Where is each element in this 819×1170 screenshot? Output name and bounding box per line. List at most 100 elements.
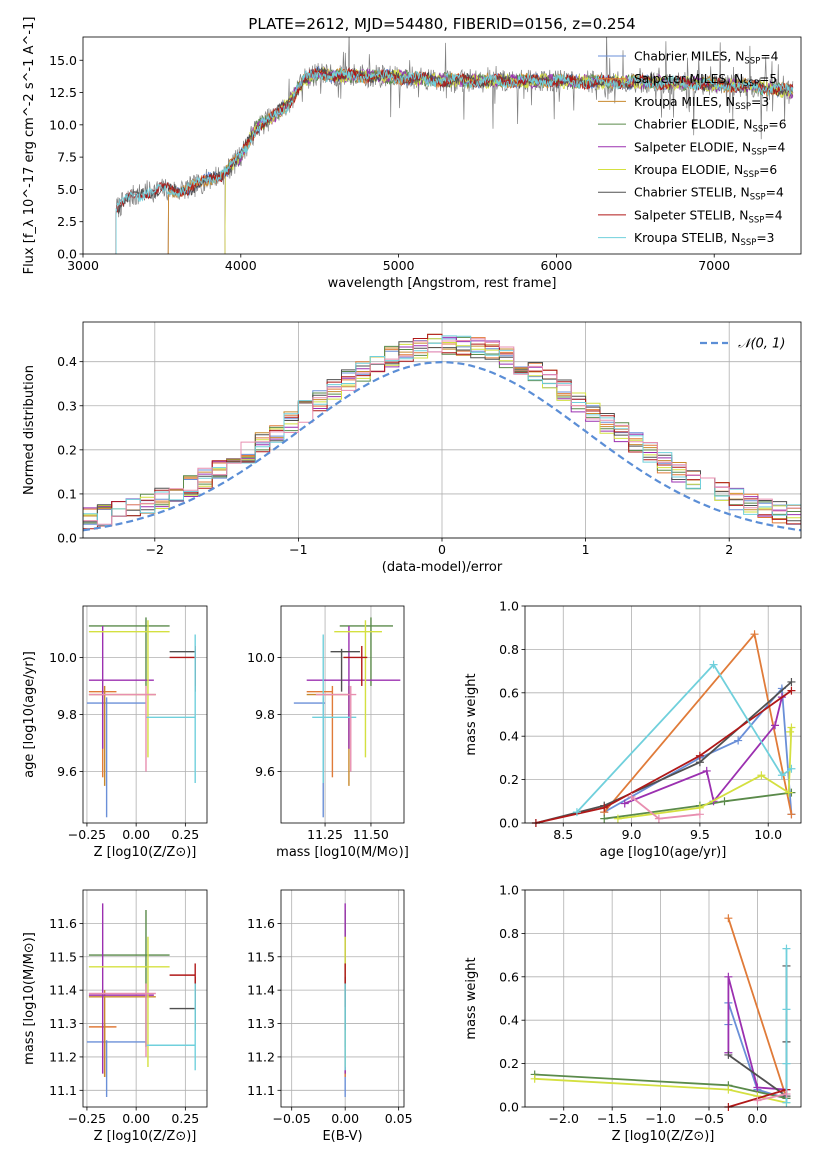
data-point xyxy=(86,1040,146,1097)
y-tick-label: 10.0 xyxy=(247,650,275,665)
y-tick-label: 1.0 xyxy=(499,883,519,898)
x-tick-label: 0.00 xyxy=(122,827,150,842)
y-tick-label: 11.1 xyxy=(49,1083,77,1098)
legend-label: 𝒩(0, 1) xyxy=(738,337,785,352)
x-tick-label: 6000 xyxy=(541,258,573,273)
y-tick-label: 0.1 xyxy=(57,486,77,501)
residual-histogram xyxy=(83,338,801,526)
x-tick-label: −2 xyxy=(146,542,164,557)
series-marker xyxy=(572,808,581,817)
y-tick-label: 2.5 xyxy=(57,214,77,229)
series xyxy=(531,677,796,827)
data-point xyxy=(169,648,196,692)
y-tick-label: 0.3 xyxy=(57,398,77,413)
y-tick-label: 12.5 xyxy=(49,85,77,100)
x-tick-label: 11.25 xyxy=(307,827,343,842)
series-marker xyxy=(627,792,636,801)
x-tick-label: 10.0 xyxy=(754,827,782,842)
x-axis-label: wavelength [Angstrom, rest frame] xyxy=(328,276,557,291)
series-marker xyxy=(724,1050,733,1059)
legend-label: Kroupa MILES, NSSP=3 xyxy=(634,95,769,112)
legend-label: Salpeter MILES, NSSP=5 xyxy=(634,72,777,89)
data-point xyxy=(86,697,146,818)
legend-subscript: SSP xyxy=(752,125,768,135)
data-point xyxy=(88,990,156,1077)
legend-suffix: =4 xyxy=(760,50,778,64)
series-line xyxy=(727,976,787,1091)
x-axis-label: E(B-V) xyxy=(322,1129,362,1144)
series xyxy=(613,723,796,823)
y-tick-label: 11.2 xyxy=(49,1049,77,1064)
x-tick-label: −1.0 xyxy=(645,1111,675,1126)
legend-label: Kroupa STELIB, NSSP=3 xyxy=(634,231,775,248)
series-marker xyxy=(777,771,786,780)
x-tick-label: 5000 xyxy=(383,258,415,273)
series-marker xyxy=(750,630,759,639)
data-point xyxy=(169,976,196,1031)
plot-frame xyxy=(82,889,208,1108)
legend-suffix: =3 xyxy=(751,95,769,109)
series-line xyxy=(727,917,788,1099)
data-point xyxy=(88,983,156,1057)
legend-suffix: =4 xyxy=(767,140,785,154)
data-point xyxy=(169,963,196,1007)
legend-subscript: SSP xyxy=(744,57,760,67)
x-tick-label: −2.0 xyxy=(549,1111,579,1126)
x-tick-label: 0 xyxy=(438,542,446,557)
series-marker xyxy=(724,1085,733,1094)
mass_vs_Z-panel: −0.25 0.00 0.25 11.1 11.2 11.3 11.4 11.5 11.6 Z [… xyxy=(22,889,208,1144)
series-marker xyxy=(600,803,609,812)
series-marker xyxy=(695,751,704,760)
residuals-panel: −2 −1 0 1 2 0.0 0.1 0.2 0.3 0.4 (data-model)/error… xyxy=(22,321,802,575)
x-tick-label: 0.00 xyxy=(122,1111,150,1126)
legend-subscript: SSP xyxy=(743,170,759,180)
data-point xyxy=(293,697,326,818)
gaussian-curve xyxy=(82,360,802,532)
series-marker xyxy=(787,810,796,819)
series xyxy=(530,1074,791,1107)
y-tick-label: 10.0 xyxy=(49,117,77,132)
series-marker xyxy=(787,764,796,773)
series-marker xyxy=(724,972,733,981)
series xyxy=(782,944,791,1107)
series-marker xyxy=(702,766,711,775)
x-tick-label: −1.5 xyxy=(597,1111,627,1126)
series xyxy=(600,630,796,819)
x-axis-label: age [log10(age/yr)] xyxy=(600,845,727,860)
series-line xyxy=(757,1093,787,1102)
x-tick-label: −0.25 xyxy=(68,827,106,842)
plot-frame xyxy=(280,889,405,1108)
series xyxy=(531,686,796,827)
series-marker xyxy=(600,814,609,823)
y-tick-label: 0.0 xyxy=(57,247,77,262)
data-point xyxy=(88,903,154,1074)
mass_weight_vs_Z-panel: −2.0 −1.5 −1.0 −0.5 0.0 0.0 0.2 0.4 0.6 0.8 1.0 Z [… xyxy=(464,883,802,1144)
legend-subscript: SSP xyxy=(751,147,767,157)
series-line xyxy=(603,632,793,815)
plot-frame xyxy=(82,36,802,255)
model-spectrum-line xyxy=(115,67,794,254)
plot-frame xyxy=(524,605,802,824)
y-axis-label: mass weight xyxy=(464,673,479,755)
x-tick-label: 0.05 xyxy=(385,1111,413,1126)
y-tick-label: 0.4 xyxy=(499,1013,519,1028)
x-tick-label: 7000 xyxy=(698,258,730,273)
y-tick-label: 11.4 xyxy=(49,983,77,998)
y-tick-label: 0.8 xyxy=(499,642,519,657)
series-marker xyxy=(709,660,718,669)
data-point xyxy=(306,685,350,786)
data-point xyxy=(88,617,170,686)
plot-frame xyxy=(82,321,802,539)
x-tick-label: 4000 xyxy=(225,258,257,273)
series-marker xyxy=(734,736,743,745)
series-marker xyxy=(620,799,629,808)
legend-subscript: SSP xyxy=(743,79,759,89)
y-tick-label: 11.3 xyxy=(247,1016,275,1031)
y-tick-label: 11.2 xyxy=(247,1049,275,1064)
y-tick-label: 11.6 xyxy=(49,916,77,931)
series-marker xyxy=(782,1089,791,1098)
age_vs_mass-panel: 11.25 11.50 9.6 9.8 10.0 mass [log10(M/M⊙)] xyxy=(247,605,409,860)
y-tick-label: 0.0 xyxy=(57,531,77,546)
legend-suffix: =4 xyxy=(764,208,782,222)
series xyxy=(753,1089,791,1105)
